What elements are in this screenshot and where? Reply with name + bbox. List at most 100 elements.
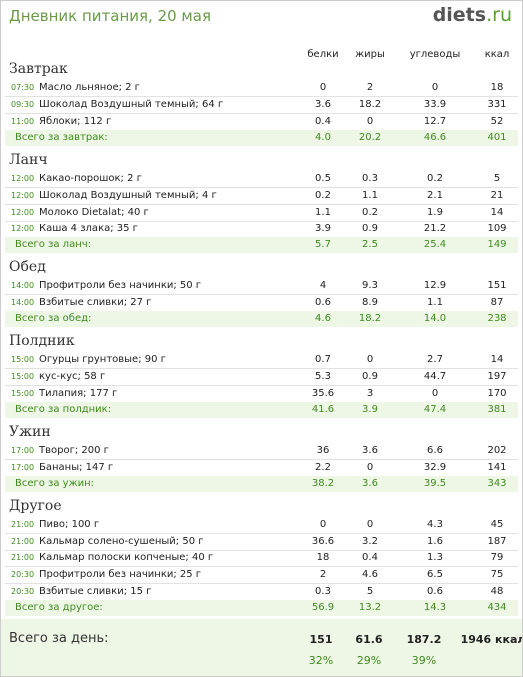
total-value: 4.0 (315, 131, 331, 143)
total-value: 14.3 (423, 602, 447, 614)
value: 5 (493, 172, 501, 184)
value: 79 (490, 552, 504, 564)
time: 09:30 (11, 99, 35, 109)
meal-total: Всего за ланч: 5.7 2.5 25.4 149 (5, 237, 518, 254)
value: 4.3 (427, 518, 443, 530)
column-header: ккал (484, 49, 510, 60)
day-total: Всего за день: 151 61.6 187.2 1946 ккал 32% 29… (1, 619, 522, 676)
column-header: жиры (355, 49, 385, 60)
day-value: 1946 ккал (460, 633, 523, 646)
total-label: Всего за другое: (15, 602, 103, 614)
time: 17:00 (11, 445, 35, 455)
value: 0.6 (315, 297, 331, 309)
total-label: Всего за полдник: (15, 403, 112, 415)
value: 1.1 (427, 297, 443, 309)
food-row: 17:00 Творог; 200 г 36 3.6 6.6 202 (5, 442, 518, 460)
day-percent: 32% (308, 654, 334, 667)
value: 0.9 (362, 223, 378, 235)
meal-name: Ужин (9, 423, 51, 440)
value: 170 (487, 387, 507, 399)
food-row: 09:30 Шоколад Воздушный темный; 64 г 3.6 18… (5, 96, 518, 114)
value: 32.9 (423, 461, 447, 473)
value: 0 (366, 115, 374, 127)
value: 21.2 (423, 223, 447, 235)
food-row: 15:00 Тилапия; 177 г 35.6 3 0 170 (5, 385, 518, 403)
value: 87 (490, 297, 504, 309)
value: 197 (487, 371, 507, 382)
value: 1.1 (362, 189, 378, 201)
total-value: 14.0 (423, 313, 447, 325)
time: 12:00 (11, 173, 35, 183)
value: 2.2 (315, 461, 331, 473)
food-name: Яблоки; 112 г (39, 115, 112, 127)
food-name: Кальмар полоски копченые; 40 г (39, 552, 214, 564)
food-row: 12:00 Шоколад Воздушный темный; 4 г 0.2 1.1… (5, 187, 518, 205)
food-name: Какао-порошок; 2 г (39, 172, 142, 184)
food-row: 14:00 Профитроли без начинки; 50 г 4 9.3 12.… (5, 277, 518, 296)
value: 12.9 (423, 280, 447, 292)
total-label: Всего за обед: (15, 313, 92, 325)
value: 4.6 (362, 569, 378, 581)
total-value: 434 (487, 602, 507, 614)
time: 20:30 (11, 570, 35, 580)
food-row: 12:00 Молоко Dietalat; 40 г 1.1 0.2 1.9 14 (5, 204, 518, 222)
value: 0.2 (315, 189, 331, 201)
value: 187 (487, 535, 507, 547)
value: 45 (490, 518, 504, 530)
value: 2 (319, 569, 327, 581)
meal-total: Всего за ужин: 38.2 3.6 39.5 343 (5, 475, 518, 492)
total-value: 401 (487, 131, 507, 143)
column-header: углеводы (409, 49, 461, 60)
value: 0.2 (427, 172, 443, 184)
value: 44.7 (423, 371, 447, 382)
meal-name: Ланч (9, 151, 48, 168)
value: 0.2 (362, 206, 378, 218)
value: 5.3 (315, 371, 331, 382)
meal-name: Обед (9, 259, 46, 276)
value: 9.3 (362, 280, 378, 292)
value: 14 (490, 354, 504, 366)
value: 0 (319, 82, 327, 93)
total-value: 46.6 (423, 131, 447, 143)
food-name: Тилапия; 177 г (39, 387, 118, 399)
value: 2 (366, 82, 374, 93)
value: 0 (431, 387, 439, 399)
food-name: Шоколад Воздушный темный; 4 г (39, 189, 217, 201)
total-value: 18.2 (358, 313, 382, 325)
value: 3.2 (362, 535, 378, 547)
meal-total: Всего за завтрак: 4.0 20.2 46.6 401 (5, 129, 518, 146)
food-row: 12:00 Какао-порошок; 2 г 0.5 0.3 0.2 5 (5, 170, 518, 188)
total-value: 3.9 (362, 403, 378, 415)
value: 0.3 (315, 586, 331, 598)
value: 0 (366, 461, 374, 473)
value: 141 (487, 461, 507, 473)
value: 3.9 (315, 223, 331, 235)
food-name: Каша 4 злака; 35 г (39, 223, 138, 235)
food-row: 20:30 Профитроли без начинки; 25 г 2 4.6 6.5… (5, 566, 518, 585)
total-value: 149 (487, 239, 507, 251)
food-row: 11:00 Яблоки; 112 г 0.4 0 12.7 52 (5, 113, 518, 131)
value: 21 (490, 189, 504, 201)
value: 1.1 (315, 206, 331, 218)
food-row: 21:00 Пиво; 100 г 0 0 4.3 45 (5, 516, 518, 534)
logo[interactable]: diets.ru (433, 4, 512, 26)
value: 0.6 (427, 586, 443, 598)
value: 0.4 (362, 552, 378, 564)
value: 109 (487, 223, 507, 235)
food-row: 07:30 Масло льняное; 2 г 0 2 0 18 (5, 79, 518, 97)
value: 2.7 (427, 354, 443, 366)
total-value: 38.2 (311, 477, 335, 489)
value: 52 (490, 115, 504, 127)
total-value: 41.6 (311, 403, 335, 415)
day-total-label: Всего за день: (9, 631, 109, 646)
food-row: 21:00 Кальмар полоски копченые; 40 г 18 0.4… (5, 549, 518, 568)
total-value: 20.2 (358, 131, 382, 143)
total-label: Всего за завтрак: (15, 131, 108, 143)
total-value: 39.5 (423, 477, 447, 489)
total-value: 381 (487, 403, 507, 415)
total-value: 4.6 (315, 313, 331, 325)
food-name: Творог; 200 г (39, 444, 109, 456)
value: 36.6 (311, 535, 335, 547)
value: 48 (490, 586, 504, 598)
